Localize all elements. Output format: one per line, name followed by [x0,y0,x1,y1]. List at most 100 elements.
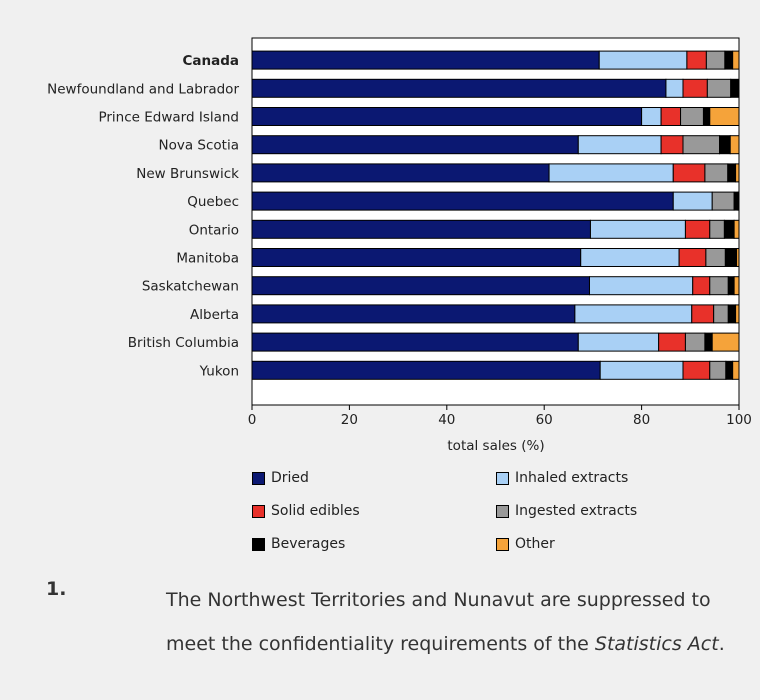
bar-segment-inhaled-extracts [577,332,660,352]
bar-segment-other [735,163,740,183]
bar-segment-dried [251,276,590,296]
footnote-number: 1. [46,578,67,600]
bar-segment-dried [251,50,600,70]
footnote-act-name: Statistics Act [594,633,719,655]
category-label: Alberta [190,307,239,323]
legend-label: Ingested extracts [515,503,638,519]
bar-segment-inhaled-extracts [577,135,662,155]
category-label: Saskatchewan [142,279,239,295]
legend-label: Solid edibles [271,503,360,519]
bar-segment-ingested-extracts [713,304,729,324]
bar-segment-beverages [727,276,735,296]
bar-segment-other [709,107,740,126]
bar-segment-ingested-extracts [705,248,726,267]
bar-segment-ingested-extracts [680,107,704,126]
bar-segment-other [733,276,740,296]
bar-segment-beverages [724,50,734,70]
legend-swatch [252,504,265,518]
bar-segment-ingested-extracts [682,135,721,155]
bar-segment-beverages [719,135,731,155]
bar-segment-dried [251,332,579,352]
category-label: Ontario [189,222,239,238]
bar-segment-ingested-extracts [684,332,706,352]
legend-item-beverages: Beverages [252,536,345,552]
bar-segment-solid-edibles [682,360,711,380]
bar-segment-solid-edibles [692,276,711,296]
bar-segment-solid-edibles [691,304,715,324]
footnote-text: The Northwest Territories and Nunavut ar… [166,578,726,666]
bar-segment-ingested-extracts [709,360,727,380]
bar-segment-inhaled-extracts [641,107,662,126]
bar-segment-inhaled-extracts [574,304,693,324]
legend-swatch [252,537,265,551]
bar-segment-solid-edibles [682,78,708,98]
category-label: Yukon [199,363,239,379]
x-tick-label: 40 [438,412,455,428]
legend-swatch [496,471,509,485]
bar-segment-dried [251,163,550,183]
x-axis-label: total sales (%) [447,438,544,454]
bar-segment-solid-edibles [686,50,707,70]
category-label: Newfoundland and Labrador [47,81,239,97]
category-label: Nova Scotia [159,138,239,154]
x-tick-label: 0 [248,412,257,428]
legend-label: Beverages [271,536,346,552]
legend-item-other: Other [496,536,555,552]
bar-segment-beverages [704,332,713,352]
bar-segment-ingested-extracts [706,78,732,98]
bar-segment-beverages [733,191,739,211]
legend-item-inhaled-extracts: Inhaled extracts [496,470,628,486]
bar-segment-dried [251,135,579,155]
legend-swatch [496,537,509,551]
bar-segment-dried [251,107,643,126]
bar-segment-dried [251,191,674,211]
bar-segment-beverages [702,107,711,126]
legend-item-dried: Dried [252,470,309,486]
bar-segment-ingested-extracts [704,163,729,183]
footnote-text-main: The Northwest Territories and Nunavut ar… [166,589,711,655]
bar-segment-other [735,304,740,324]
legend-item-ingested-extracts: Ingested extracts [496,503,637,519]
bar-segment-other [737,191,740,211]
x-tick-label: 100 [726,412,752,428]
bar-segment-solid-edibles [678,248,707,267]
bar-segment-inhaled-extracts [672,191,713,211]
legend-item-solid-edibles: Solid edibles [252,503,360,519]
category-label: British Columbia [128,335,239,351]
bar-segment-other [736,248,740,267]
bar-segment-other [732,50,740,70]
bar-segment-ingested-extracts [711,191,735,211]
bar-segment-beverages [727,304,737,324]
bar-segment-beverages [725,360,734,380]
bar-segment-solid-edibles [672,163,706,183]
bar-segment-ingested-extracts [709,276,729,296]
x-tick-label: 60 [536,412,553,428]
bar-segment-dried [251,304,576,324]
category-label: Canada [182,53,239,69]
bar-segment-beverages [724,248,738,267]
bar-segment-dried [251,248,582,267]
bar-segment-inhaled-extracts [548,163,674,183]
bar-segment-solid-edibles [658,332,686,352]
bar-segment-inhaled-extracts [588,276,694,296]
legend-swatch [496,504,509,518]
bar-segment-dried [251,219,591,239]
bar-segment-beverages [730,78,740,98]
category-label: Quebec [187,194,239,210]
bar-segment-inhaled-extracts [580,248,680,267]
bar-segment-other [711,332,740,352]
bar-segment-dried [251,360,601,380]
stacked-bar-chart: Canada Newfoundland and Labrador Prince Ed… [47,37,752,454]
bar-segment-solid-edibles [660,107,682,126]
bar-segment-solid-edibles [660,135,684,155]
bar-segment-other [732,360,740,380]
bar-segment-beverages [723,219,735,239]
bar-segment-inhaled-extracts [665,78,684,98]
legend-label: Dried [271,470,309,486]
bar-segment-ingested-extracts [709,219,725,239]
legend-label: Other [515,536,555,552]
bar-segment-other [733,219,740,239]
category-label: Manitoba [176,251,239,267]
footnote-text-end: . [718,633,725,655]
bar-segment-inhaled-extracts [599,360,684,380]
